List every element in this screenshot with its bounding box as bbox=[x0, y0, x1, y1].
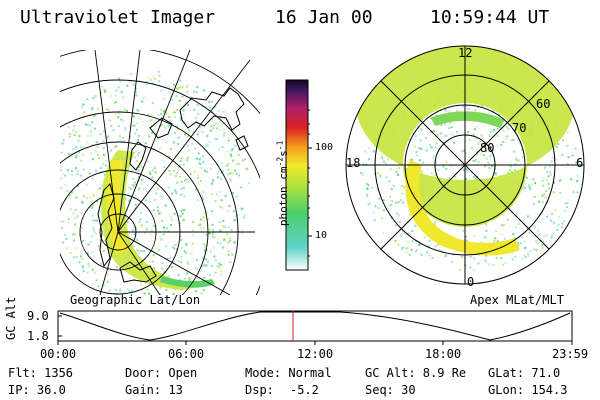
mlt-label-12: 12 bbox=[458, 46, 473, 60]
time-label: 10:59:44 UT bbox=[430, 7, 550, 28]
info-door: Door: Open bbox=[125, 366, 198, 380]
altitude-plot bbox=[57, 310, 573, 345]
color-scale-exp1: -2 bbox=[275, 156, 285, 167]
color-scale-bar bbox=[285, 79, 309, 271]
info-glat: GLat: 71.0 bbox=[488, 366, 561, 380]
info-glon: GLon: 154.3 bbox=[488, 383, 568, 397]
color-scale-tick-100: 100 bbox=[315, 142, 334, 153]
color-scale-label: photon cm-2s-1 bbox=[275, 141, 290, 227]
time-tick-0000: 00:00 bbox=[40, 347, 77, 361]
mlt-label-18: 18 bbox=[346, 156, 361, 170]
info-gc-alt: GC Alt: 8.9 Re bbox=[365, 366, 467, 380]
right-panel-caption: Apex MLat/MLT bbox=[470, 293, 564, 307]
time-tick-0600: 06:00 bbox=[168, 347, 205, 361]
info-dsp-label: Dsp: bbox=[245, 383, 274, 397]
lat-label-70: 70 bbox=[512, 121, 527, 135]
color-scale-exp2: -1 bbox=[275, 140, 285, 151]
date-label: 16 Jan 00 bbox=[275, 7, 373, 28]
time-tick-2359: 23:59 bbox=[552, 347, 589, 361]
geographic-map bbox=[60, 50, 260, 295]
time-tick-1200: 12:00 bbox=[297, 347, 334, 361]
mlt-label-6: 6 bbox=[576, 156, 584, 170]
altitude-curve bbox=[59, 311, 571, 341]
left-panel-caption: Geographic Lat/Lon bbox=[70, 293, 201, 307]
info-seq: Seq: 30 bbox=[365, 383, 416, 397]
color-scale-unit-s: s bbox=[277, 150, 291, 157]
polar-mlt-map bbox=[345, 45, 585, 285]
altitude-ytick-9: 9.0 bbox=[27, 309, 49, 323]
info-ip: IP: 36.0 bbox=[8, 383, 66, 397]
time-tick-1800: 18:00 bbox=[425, 347, 462, 361]
color-scale-tick-10: 10 bbox=[315, 230, 328, 241]
lat-label-60: 60 bbox=[536, 97, 551, 111]
app-title: Ultraviolet Imager bbox=[20, 7, 216, 28]
lat-label-80: 80 bbox=[480, 141, 495, 155]
info-dsp-value: -5.2 bbox=[290, 383, 319, 397]
info-gain: Gain: 13 bbox=[125, 383, 183, 397]
color-scale-unit: photon cm bbox=[277, 166, 291, 227]
info-mode: Mode: Normal bbox=[245, 366, 332, 380]
auroral-oval-left bbox=[101, 150, 200, 290]
altitude-ytick-1-8: 1.8 bbox=[27, 329, 49, 343]
mlt-label-0: 0 bbox=[467, 275, 475, 289]
info-flight: Flt: 1356 bbox=[8, 366, 74, 380]
color-scale bbox=[285, 79, 312, 271]
altitude-ylabel: GC Alt bbox=[4, 296, 18, 340]
